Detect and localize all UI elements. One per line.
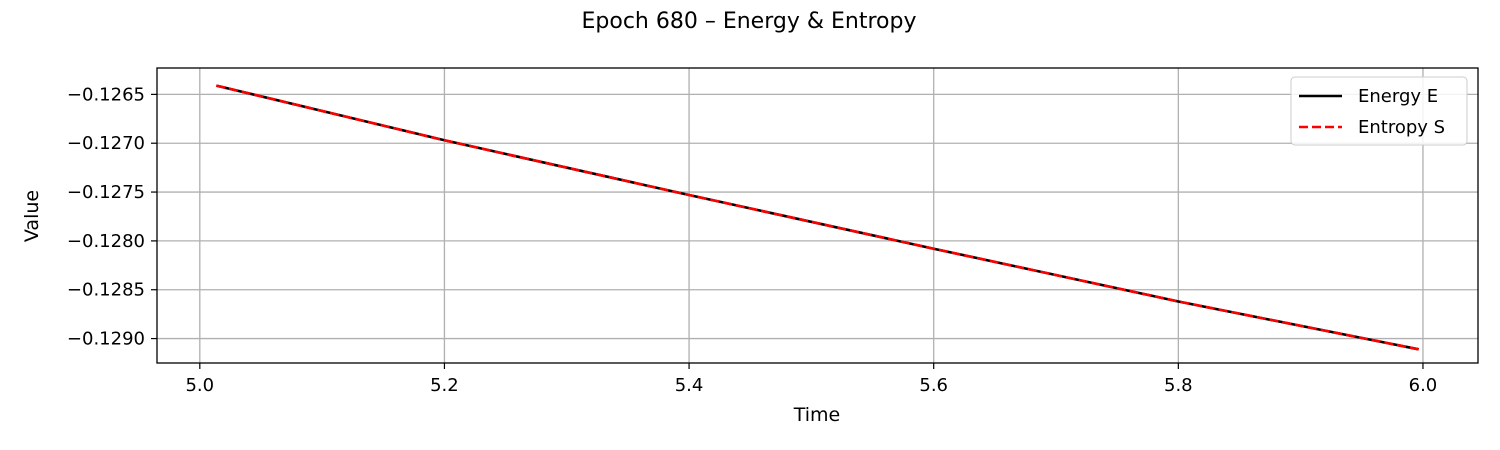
y-tick-label-0: −0.1265 [67, 84, 145, 105]
legend-label-0: Energy E [1358, 86, 1438, 107]
y-tick-label-4: −0.1285 [67, 280, 145, 301]
x-axis-label: Time [793, 404, 841, 426]
x-tick-label-4: 5.8 [1164, 375, 1193, 396]
axis-ticks: 5.0 5.2 5.4 5.6 5.8 6.0 −0.1265 −0.1270 −0.1275 −… [67, 84, 1437, 396]
series-line-energy-e [216, 84, 1419, 351]
y-axis-label: Value [21, 190, 43, 242]
legend-label-1: Entropy S [1358, 117, 1445, 138]
x-tick-label-2: 5.4 [675, 375, 704, 396]
x-tick-label-3: 5.6 [919, 375, 948, 396]
series-line-entropy-s [216, 84, 1419, 351]
legend: Energy E Entropy S [1290, 76, 1468, 146]
x-tick-label-1: 5.2 [430, 375, 459, 396]
x-tick-label-5: 6.0 [1409, 375, 1438, 396]
x-tick-label-0: 5.0 [185, 375, 214, 396]
plot-area-frame [156, 67, 1479, 364]
grid-lines [157, 68, 1478, 363]
legend-items: Energy E Entropy S [1299, 86, 1445, 138]
series-lines [216, 84, 1419, 351]
y-tick-label-5: −0.1290 [67, 329, 145, 350]
y-tick-label-3: −0.1280 [67, 231, 145, 252]
chart-title: Epoch 680 – Energy & Entropy [582, 9, 917, 34]
legend-box [1290, 76, 1468, 146]
y-tick-label-2: −0.1275 [67, 182, 145, 203]
y-tick-label-1: −0.1270 [67, 133, 145, 154]
